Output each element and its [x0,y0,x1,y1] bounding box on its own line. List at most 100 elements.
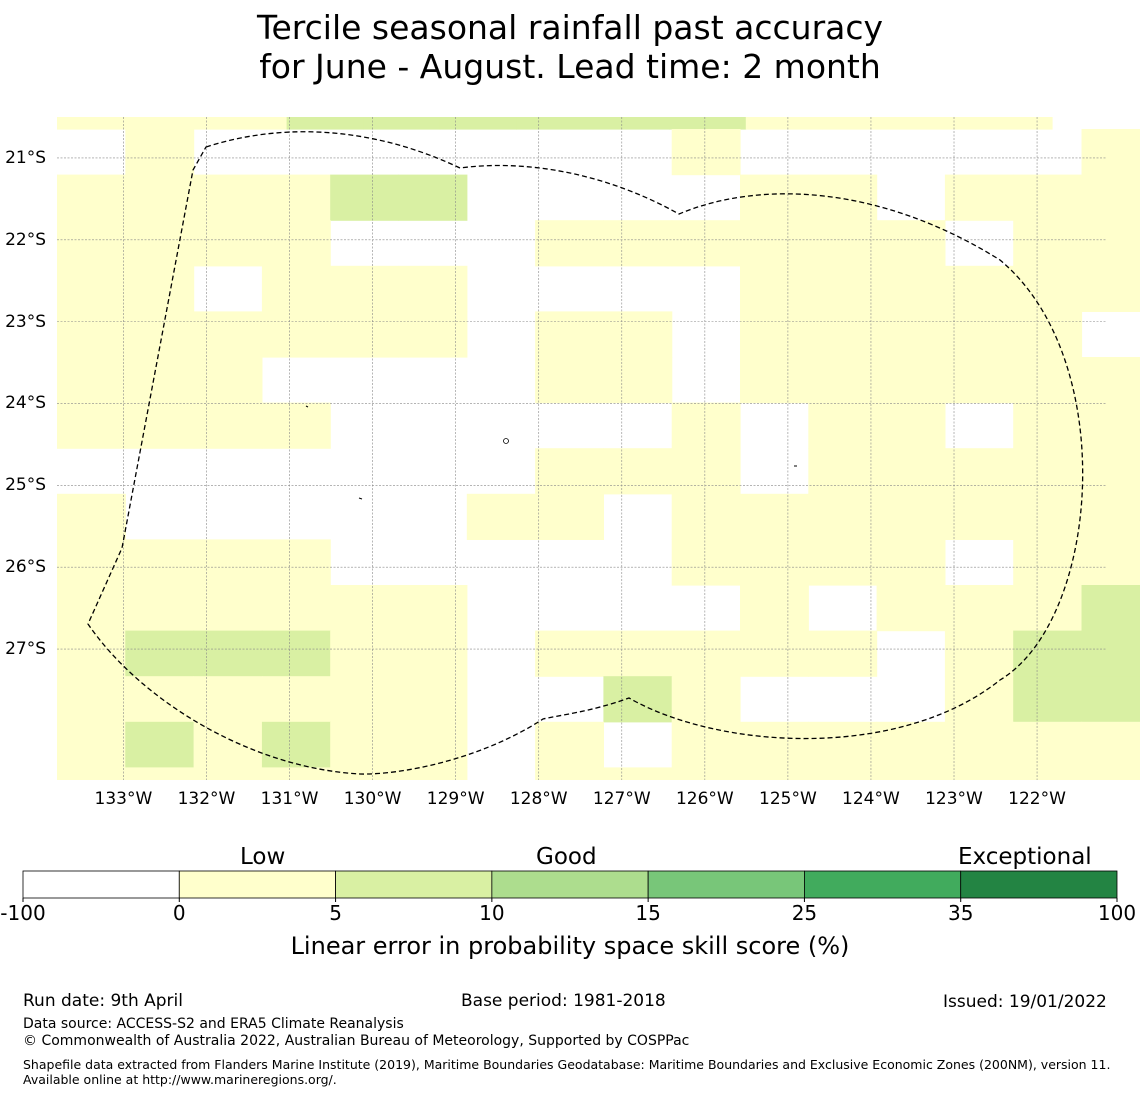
skill-cell [193,676,263,723]
skill-cell [1013,767,1083,780]
skill-cell [330,630,400,677]
skill-cell [398,721,468,768]
skill-cell [535,630,604,677]
colorbar-tick-label: 100 [1097,901,1137,925]
skill-cell [1081,676,1140,723]
skill-cell [398,676,468,723]
skill-cell [1013,630,1083,677]
skill-cell [808,448,878,495]
skill-cell [535,493,604,540]
skill-cell [1081,265,1140,312]
skill-cell [57,311,126,358]
skill-cell [1013,539,1083,586]
skill-cells [57,117,1140,780]
skill-cell [1081,767,1140,780]
skill-cell [1081,721,1140,768]
skill-cell [535,220,604,267]
skill-cell [944,174,1014,221]
skill-cell [125,402,195,449]
colorbar-tick-label: 25 [791,901,818,925]
skill-cell [603,311,673,358]
skill-cell [439,117,517,130]
latitude-label: 24°S [5,393,46,414]
copyright-notice: © Commonwealth of Australia 2022, Austra… [23,1033,690,1049]
skill-cell [876,220,946,267]
skill-cell [193,220,263,267]
skill-cell [398,174,468,221]
skill-cell [671,676,741,723]
skill-cell [1081,402,1140,449]
skill-cell [286,117,364,130]
skill-cell [740,493,809,540]
skill-cell [261,539,331,586]
skill-cell [740,539,809,586]
skill-cell [671,721,741,768]
skill-cell [125,721,195,768]
skill-cell [193,174,263,221]
skill-cell [261,220,331,267]
skill-cell [1081,539,1140,586]
longitude-label: 132°W [177,789,236,809]
skill-cell [535,311,604,358]
title-line-2: for June - August. Lead time: 2 month [259,47,881,86]
skill-cell [671,539,741,586]
graticule [57,117,1106,780]
skill-cell [876,493,946,540]
skill-cell [1081,448,1140,495]
island-marker [358,497,363,500]
skill-cell [1081,493,1140,540]
skill-cell [535,721,604,768]
skill-cell [876,265,946,312]
title-line-1: Tercile seasonal rainfall past accuracy [256,8,884,47]
skill-cell [261,265,331,312]
skill-cell [125,767,195,780]
longitude-label: 129°W [426,789,485,809]
latitude-label: 25°S [5,475,46,496]
small-islands [305,405,797,500]
colorbar-tick-label: 0 [172,901,186,925]
island-marker [503,438,509,444]
colorbar-segment [491,870,649,899]
skill-cell [944,448,1014,495]
skill-cell [603,220,673,267]
skill-cell [669,117,747,130]
skill-cell [466,493,536,540]
skill-cell [125,311,195,358]
skill-cell [944,265,1014,312]
skill-cell [1013,357,1083,404]
latitude-label: 26°S [5,557,46,578]
skill-cell [125,630,195,677]
skill-cell [671,767,741,780]
colorbar-segment [335,870,493,899]
colorbar-segment [960,870,1118,899]
eez-boundary-outline [87,131,1084,775]
skill-cell [808,493,878,540]
skill-cell [1013,676,1083,723]
data-source: Data source: ACCESS-S2 and ERA5 Climate … [23,1016,404,1032]
skill-cell [671,493,741,540]
skill-cell [671,129,741,176]
skill-cell [740,311,809,358]
skill-cell [1013,448,1083,495]
skill-cell [57,630,126,677]
skill-cell [671,448,741,495]
skill-cell [876,402,946,449]
longitude-label: 127°W [592,789,651,809]
skill-cell [876,539,946,586]
skill-cell [398,311,468,358]
skill-cell [1013,493,1083,540]
skill-cell [808,357,878,404]
skill-cell [261,630,331,677]
skill-cell [57,676,126,723]
colorbar-title: Linear error in probability space skill … [290,932,850,960]
skill-cell [808,220,878,267]
skill-cell [808,402,878,449]
skill-cell [330,767,400,780]
skill-cell [193,539,263,586]
skill-cell [808,630,878,677]
skill-cell [740,585,809,632]
skill-cell [193,311,263,358]
colorbar-segment [647,870,805,899]
skill-cell [535,767,604,780]
skill-cell [975,117,1053,130]
